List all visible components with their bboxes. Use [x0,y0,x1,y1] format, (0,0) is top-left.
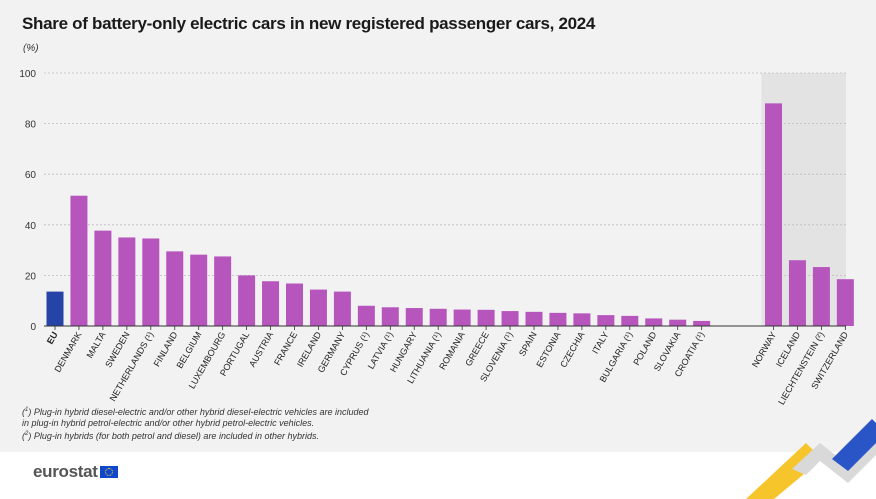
bar-2 [94,230,112,326]
bar-26 [669,319,687,326]
footnote-2: (2) Plug-in hybrids (for both petrol and… [22,431,320,441]
footer [0,452,876,499]
footnote-1-text: Plug-in hybrid diesel-electric and/or ot… [33,407,369,417]
bar-5 [166,251,184,326]
footnote-2-text: Plug-in hybrids (for both petrol and die… [33,431,320,441]
y-tick-label: 60 [25,170,37,181]
footnote-1-line-2: in plug-in hybrid petrol-electric and/or… [22,418,315,428]
bar-22 [573,313,591,326]
x-tick-label: NETHERLANDS (¹) [108,330,156,403]
x-tick-label: FRANCE [272,330,299,367]
bar-20 [525,311,543,326]
bar-11 [309,289,327,326]
bar-17 [453,309,471,326]
bar-14 [381,307,399,326]
bar-23 [597,315,615,326]
bar-16 [429,308,447,326]
bar-27 [693,320,711,326]
bar-3 [118,237,136,326]
footnote-1-mark: 1 [25,407,29,413]
eu-flag-icon [99,466,118,478]
bar-24 [621,315,639,326]
bar-6 [190,254,208,326]
corner-decoration-icon [746,419,876,499]
x-tick-label: ITALY [590,330,611,356]
eurostat-logo: eurostat [33,462,118,482]
chart-title: Share of battery-only electric cars in n… [22,14,596,33]
x-tick-label: EU [45,330,60,346]
bar-28 [765,103,782,326]
footnote-2-mark: 2 [25,431,29,437]
x-tick-label: SPAIN [517,330,539,358]
bar-29 [788,260,806,326]
y-tick-label: 0 [30,322,36,333]
bar-31 [836,279,854,326]
x-tick-label: AUSTRIA [247,330,275,369]
bar-12 [333,291,351,326]
y-tick-label: 100 [19,69,36,80]
bar-4 [142,238,160,326]
bar-30 [812,267,830,326]
bar-15 [405,308,423,326]
bar-25 [645,318,663,326]
y-tick-label: 40 [25,221,37,232]
bar-13 [357,305,375,326]
x-tick-label: CZECHIA [558,330,586,369]
bar-0 [46,291,64,326]
bar-19 [501,311,519,326]
logo-text: eurostat [33,462,98,481]
y-tick-label: 80 [25,120,37,131]
bar-10 [286,283,303,326]
footnotes: (1) Plug-in hybrid diesel-electric and/o… [22,405,369,442]
y-axis-unit: (%) [23,43,39,54]
bar-9 [262,281,280,326]
x-tick-label: MALTA [85,330,108,360]
bar-18 [477,309,495,326]
bar-8 [238,275,256,326]
footnote-1-line-1: (1) Plug-in hybrid diesel-electric and/o… [22,407,369,417]
bar-21 [549,312,567,326]
bar-1 [70,195,88,326]
bar-7 [214,256,232,326]
y-tick-label: 20 [25,271,37,282]
